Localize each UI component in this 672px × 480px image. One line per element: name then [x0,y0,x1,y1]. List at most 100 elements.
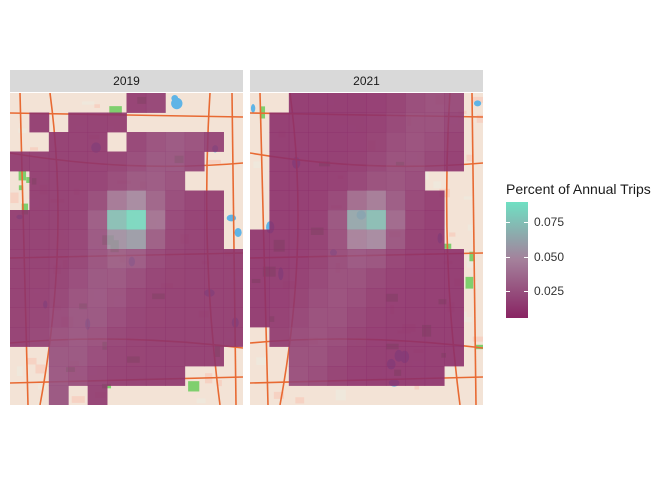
heat-cell [424,132,445,152]
heat-cell [48,190,69,211]
basemap-block [467,224,472,231]
heat-cell [366,307,387,328]
basemap-block [466,154,473,162]
heat-cell [385,93,406,113]
heat-cell [204,210,224,230]
heat-cell [347,346,367,367]
park-area [26,177,31,183]
heatmap-2021 [250,93,483,405]
heat-cell [48,346,69,367]
heat-cell [107,112,127,133]
heat-cell [444,268,464,289]
heat-cell [165,190,186,211]
basemap-block [414,385,420,390]
basemap-block [445,365,458,377]
heat-cell [165,307,186,328]
heat-cell [269,268,290,289]
heat-cell [327,249,348,269]
heat-cell [366,151,387,172]
heat-cell [327,307,348,328]
heat-cell [48,288,69,308]
heat-cell [29,190,50,211]
basemap-block [16,366,23,377]
heat-cell [29,288,50,308]
heat-cell [68,327,89,347]
basemap-block [472,336,483,342]
heat-cell [288,268,309,289]
heat-cell [126,268,147,289]
heat-cell [288,93,309,113]
heat-cell [165,151,186,172]
heat-cell [385,346,406,367]
facet-label-2019: 2019 [113,74,140,88]
water-body [234,227,242,237]
basemap-block [71,396,85,403]
heat-cell [107,346,127,367]
heat-cell [87,346,108,367]
heat-cell [165,268,186,289]
heat-cell [424,151,445,172]
legend-tick-mark [524,256,528,258]
heat-cell [107,327,127,347]
legend-colorbar [506,202,528,318]
heat-cell [385,268,406,289]
heat-cell [385,132,406,152]
heat-cell [48,151,69,172]
heat-cell [68,288,89,308]
heat-cell [87,307,108,328]
basemap-block [18,128,27,133]
heat-cell [347,307,367,328]
heat-cell [165,171,186,191]
heat-cell [68,210,89,230]
heat-cell [48,268,69,289]
heat-cell [308,249,329,269]
heat-cell [385,327,406,347]
heat-cell [48,366,69,386]
park-area [469,251,475,262]
basemap-block [449,232,456,237]
heat-cell [223,307,243,328]
heat-cell [444,132,464,152]
map-panel-2021 [250,93,483,405]
heat-cell [48,249,69,269]
water-body [250,104,256,113]
heat-cell [165,346,186,367]
heat-cell [405,112,426,133]
heat-cell [308,229,329,250]
heat-cell [444,112,464,133]
heat-cell [204,288,224,308]
heat-cell [327,112,348,133]
heat-cell [347,112,367,133]
legend-tick-mark [524,290,528,292]
heat-cell [184,190,205,211]
heat-cell [126,229,147,250]
heat-cell [269,307,290,328]
heat-cell [444,249,464,269]
heat-cell [10,327,30,347]
heat-cell [444,327,464,347]
heat-cell [327,366,348,386]
park-area [109,106,122,115]
heat-cell [444,93,464,113]
heat-cell [288,307,309,328]
heat-cell [126,288,147,308]
heat-cell [29,307,50,328]
heat-cell [385,249,406,269]
facet-strip-2021: 2021 [250,70,483,92]
heat-cell [405,288,426,308]
heat-cell [126,327,147,347]
basemap-block [295,397,305,404]
heat-cell [165,210,186,230]
heat-cell [327,151,348,172]
heat-cell [204,132,224,152]
legend-tick-mark [524,222,528,224]
heat-cell [107,210,127,230]
heat-cell [424,307,445,328]
legend-title: Percent of Annual Trips [506,181,651,197]
heat-cell [366,112,387,133]
heat-cell [87,171,108,191]
heat-cell [269,112,290,133]
heat-cell [424,346,445,367]
heat-cell [10,268,30,289]
heat-cell [126,366,147,386]
